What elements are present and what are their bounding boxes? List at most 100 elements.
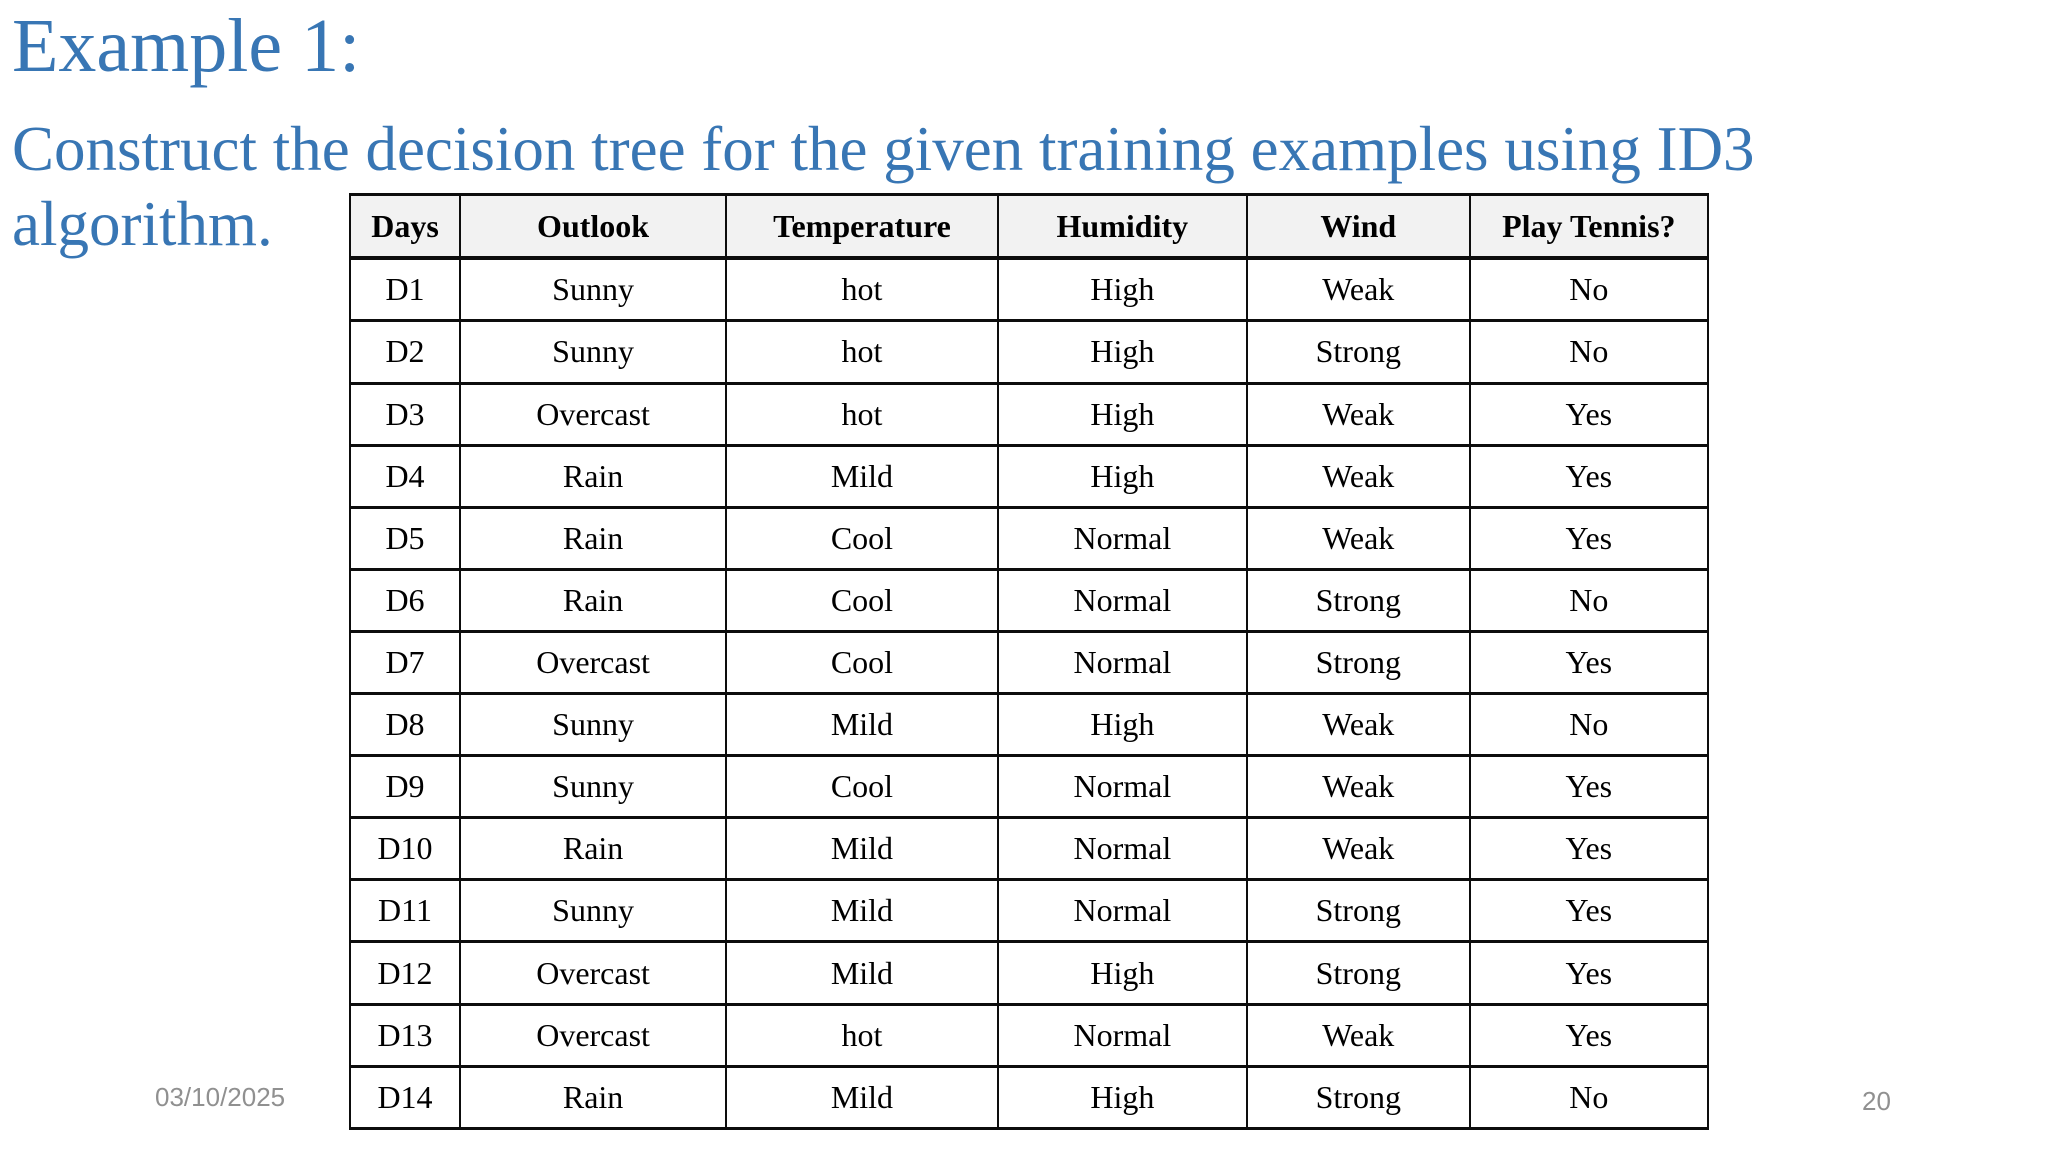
- table-cell: Weak: [1245, 443, 1471, 509]
- table-cell: Normal: [996, 878, 1248, 944]
- table-cell: hot: [725, 319, 999, 385]
- table-cell: D11: [349, 878, 461, 944]
- table-cell: Strong: [1245, 940, 1471, 1006]
- table-cell: Rain: [458, 1064, 728, 1131]
- table-row: D14 Rain Mild High Strong No: [349, 1064, 1710, 1131]
- table-cell: Normal: [996, 754, 1248, 820]
- table-cell: Yes: [1468, 1002, 1710, 1068]
- column-header: Humidity: [996, 193, 1248, 260]
- table-cell: Normal: [996, 505, 1248, 571]
- table-cell: Sunny: [458, 319, 728, 385]
- table-cell: Rain: [458, 567, 728, 633]
- table-cell: Mild: [725, 1064, 999, 1131]
- table-row: D10 Rain Mild Normal Weak Yes: [349, 816, 1710, 882]
- table-cell: Yes: [1468, 381, 1710, 447]
- column-header: Outlook: [458, 193, 728, 260]
- table-cell: D13: [349, 1002, 461, 1068]
- table-cell: Yes: [1468, 940, 1710, 1006]
- table-cell: Sunny: [458, 878, 728, 944]
- table-cell: Weak: [1245, 505, 1471, 571]
- table-cell: Normal: [996, 567, 1248, 633]
- slide-subtitle: Construct the decision tree for the give…: [12, 112, 1755, 262]
- table-cell: hot: [725, 256, 999, 323]
- table-cell: Cool: [725, 754, 999, 820]
- table-cell: D7: [349, 629, 461, 696]
- table-cell: Strong: [1245, 1064, 1471, 1131]
- table-cell: High: [996, 1064, 1248, 1131]
- subtitle-line-2: algorithm.: [12, 189, 273, 259]
- table-row: D3 Overcast hot High Weak Yes: [349, 381, 1710, 447]
- slide-date: 03/10/2025: [155, 1082, 286, 1112]
- table-cell: No: [1468, 692, 1710, 758]
- table-cell: High: [996, 256, 1248, 323]
- table-row: D5 Rain Cool Normal Weak Yes: [349, 505, 1710, 571]
- table-cell: Mild: [725, 816, 999, 882]
- table-cell: Yes: [1468, 505, 1710, 571]
- column-header: Play Tennis?: [1468, 193, 1710, 260]
- table-cell: Sunny: [458, 256, 728, 323]
- table-cell: Mild: [725, 692, 999, 758]
- training-examples-table: Days Outlook Temperature Humidity Wind Play T…: [349, 193, 1710, 1131]
- table-cell: Strong: [1245, 629, 1471, 696]
- table-cell: Overcast: [458, 1002, 728, 1068]
- table-row: D1 Sunny hot High Weak No: [349, 256, 1710, 323]
- table-cell: D14: [349, 1064, 461, 1131]
- table-cell: Weak: [1245, 381, 1471, 447]
- table-cell: Strong: [1245, 878, 1471, 944]
- table-cell: Yes: [1468, 443, 1710, 509]
- table-cell: Weak: [1245, 1002, 1471, 1068]
- table-cell: D6: [349, 567, 461, 633]
- table-cell: D9: [349, 754, 461, 820]
- table-cell: Mild: [725, 878, 999, 944]
- table-cell: Weak: [1245, 816, 1471, 882]
- table-row: D11 Sunny Mild Normal Strong Yes: [349, 878, 1710, 944]
- table-row: D12 Overcast Mild High Strong Yes: [349, 940, 1710, 1006]
- table-cell: Yes: [1468, 754, 1710, 820]
- table-header-row: Days Outlook Temperature Humidity Wind Play T…: [349, 193, 1710, 260]
- table-row: D7 Overcast Cool Normal Strong Yes: [349, 629, 1710, 696]
- table-cell: High: [996, 381, 1248, 447]
- table-cell: Strong: [1245, 319, 1471, 385]
- table-cell: hot: [725, 1002, 999, 1068]
- table-row: D2 Sunny hot High Strong No: [349, 319, 1710, 385]
- table-cell: D1: [349, 256, 461, 323]
- table-cell: Mild: [725, 940, 999, 1006]
- table-cell: D4: [349, 443, 461, 509]
- table-cell: Rain: [458, 443, 728, 509]
- page-number: 20: [1862, 1086, 1891, 1116]
- table-cell: Rain: [458, 816, 728, 882]
- table-cell: D3: [349, 381, 461, 447]
- table-cell: D2: [349, 319, 461, 385]
- column-header: Days: [349, 193, 461, 260]
- table-cell: Normal: [996, 629, 1248, 696]
- table-cell: Cool: [725, 567, 999, 633]
- table-cell: No: [1468, 256, 1710, 323]
- table-cell: Strong: [1245, 567, 1471, 633]
- slide-title: Example 1:: [12, 4, 361, 88]
- table-cell: No: [1468, 1064, 1710, 1131]
- table-cell: Yes: [1468, 878, 1710, 944]
- table-cell: hot: [725, 381, 999, 447]
- table-cell: Overcast: [458, 381, 728, 447]
- table-cell: D12: [349, 940, 461, 1006]
- table-row: D8 Sunny Mild High Weak No: [349, 692, 1710, 758]
- table-cell: No: [1468, 567, 1710, 633]
- table-cell: Overcast: [458, 629, 728, 696]
- table-cell: Weak: [1245, 754, 1471, 820]
- table-cell: High: [996, 319, 1248, 385]
- table-cell: D8: [349, 692, 461, 758]
- table-row: D9 Sunny Cool Normal Weak Yes: [349, 754, 1710, 820]
- table-cell: Rain: [458, 505, 728, 571]
- table-cell: D10: [349, 816, 461, 882]
- table-cell: Normal: [996, 1002, 1248, 1068]
- table-cell: Sunny: [458, 692, 728, 758]
- column-header: Temperature: [725, 193, 999, 260]
- table-cell: Cool: [725, 505, 999, 571]
- table-cell: No: [1468, 319, 1710, 385]
- table-cell: High: [996, 692, 1248, 758]
- table-cell: High: [996, 443, 1248, 509]
- table-cell: High: [996, 940, 1248, 1006]
- table-cell: Cool: [725, 629, 999, 696]
- table-row: D4 Rain Mild High Weak Yes: [349, 443, 1710, 509]
